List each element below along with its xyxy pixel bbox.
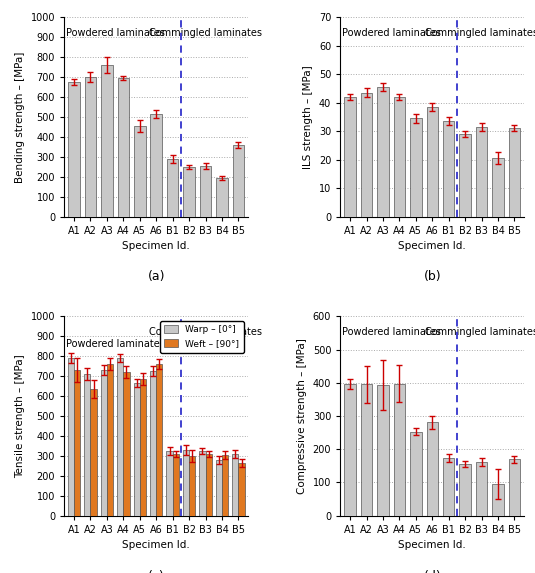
Bar [173, 454, 179, 516]
Y-axis label: Bending strength – [MPa]: Bending strength – [MPa] [15, 51, 25, 183]
Bar [410, 118, 422, 217]
Bar [492, 158, 504, 217]
Bar [107, 364, 113, 516]
Bar [233, 145, 244, 217]
Text: Powdered laminates: Powdered laminates [342, 28, 441, 38]
Bar [205, 454, 212, 516]
Text: (c): (c) [148, 570, 165, 573]
Bar [101, 370, 107, 516]
Bar [222, 455, 228, 516]
X-axis label: Specimen Id.: Specimen Id. [123, 540, 190, 550]
Bar [460, 464, 471, 516]
Bar [361, 384, 372, 516]
Bar [84, 374, 90, 516]
Bar [124, 372, 129, 516]
Bar [476, 462, 487, 516]
Bar [118, 78, 129, 217]
Bar [167, 159, 178, 217]
Bar [74, 370, 80, 516]
Bar [85, 77, 96, 217]
Bar [232, 454, 239, 516]
Bar [189, 456, 195, 516]
Bar [134, 126, 146, 217]
Bar [426, 107, 438, 217]
Bar [183, 450, 189, 516]
Bar [216, 460, 222, 516]
Bar [345, 97, 356, 217]
Bar [377, 87, 389, 217]
Text: (d): (d) [423, 570, 441, 573]
Bar [492, 484, 504, 516]
Bar [394, 97, 405, 217]
Bar [394, 384, 405, 516]
Y-axis label: Tensile strength – [MPa]: Tensile strength – [MPa] [15, 354, 25, 478]
Y-axis label: ILS strength – [MPa]: ILS strength – [MPa] [303, 65, 314, 169]
Text: Commingled laminates: Commingled laminates [425, 327, 535, 337]
Bar [377, 385, 389, 516]
Text: Powdered laminates: Powdered laminates [66, 28, 165, 38]
Bar [460, 134, 471, 217]
Text: Commingled laminates: Commingled laminates [149, 28, 262, 38]
Bar [156, 364, 163, 516]
Bar [166, 451, 173, 516]
Bar [509, 128, 520, 217]
Text: Commingled laminates: Commingled laminates [149, 327, 262, 337]
Bar [443, 458, 454, 516]
Bar [361, 93, 372, 217]
Bar [509, 459, 520, 516]
X-axis label: Specimen Id.: Specimen Id. [123, 241, 190, 251]
Bar [150, 114, 162, 217]
Bar [184, 167, 195, 217]
X-axis label: Specimen Id.: Specimen Id. [399, 241, 466, 251]
Bar [345, 384, 356, 516]
Legend: Warp – [0°], Weft – [90°]: Warp – [0°], Weft – [90°] [160, 321, 244, 352]
X-axis label: Specimen Id.: Specimen Id. [399, 540, 466, 550]
Bar [200, 166, 211, 217]
Text: Powdered laminates: Powdered laminates [66, 339, 165, 349]
Bar [239, 463, 244, 516]
Bar [140, 379, 146, 516]
Bar [134, 383, 140, 516]
Bar [101, 65, 113, 217]
Text: (b): (b) [424, 270, 441, 284]
Bar [90, 389, 97, 516]
Text: Commingled laminates: Commingled laminates [425, 28, 535, 38]
Bar [426, 422, 438, 516]
Bar [117, 358, 124, 516]
Bar [410, 431, 422, 516]
Bar [68, 358, 74, 516]
Y-axis label: Compressive strength – [MPa]: Compressive strength – [MPa] [297, 338, 307, 494]
Bar [443, 121, 454, 217]
Bar [216, 178, 228, 217]
Bar [68, 82, 80, 217]
Bar [150, 371, 156, 516]
Text: Powdered laminates: Powdered laminates [342, 327, 441, 337]
Bar [199, 451, 205, 516]
Text: (a): (a) [148, 270, 165, 284]
Bar [476, 127, 487, 217]
